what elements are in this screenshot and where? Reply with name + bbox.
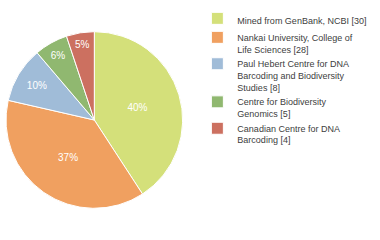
svg-text:37%: 37% (58, 152, 78, 163)
svg-text:Centre for BiodiversityGenomic: Centre for BiodiversityGenomics [5] (237, 97, 326, 119)
svg-text:Canadian Centre for DNABarcodi: Canadian Centre for DNABarcoding [4] (237, 124, 340, 146)
svg-text:Nankai University, College ofL: Nankai University, College ofLife Scienc… (237, 33, 352, 55)
svg-text:Mined from GenBank, NCBI [30]: Mined from GenBank, NCBI [30] (237, 16, 366, 26)
svg-text:Paul Hebert Centre for DNABarc: Paul Hebert Centre for DNABarcoding and … (237, 59, 349, 92)
svg-text:40%: 40% (127, 102, 147, 113)
svg-text:5%: 5% (75, 39, 90, 50)
svg-text:10%: 10% (27, 80, 47, 91)
svg-text:6%: 6% (51, 50, 66, 61)
